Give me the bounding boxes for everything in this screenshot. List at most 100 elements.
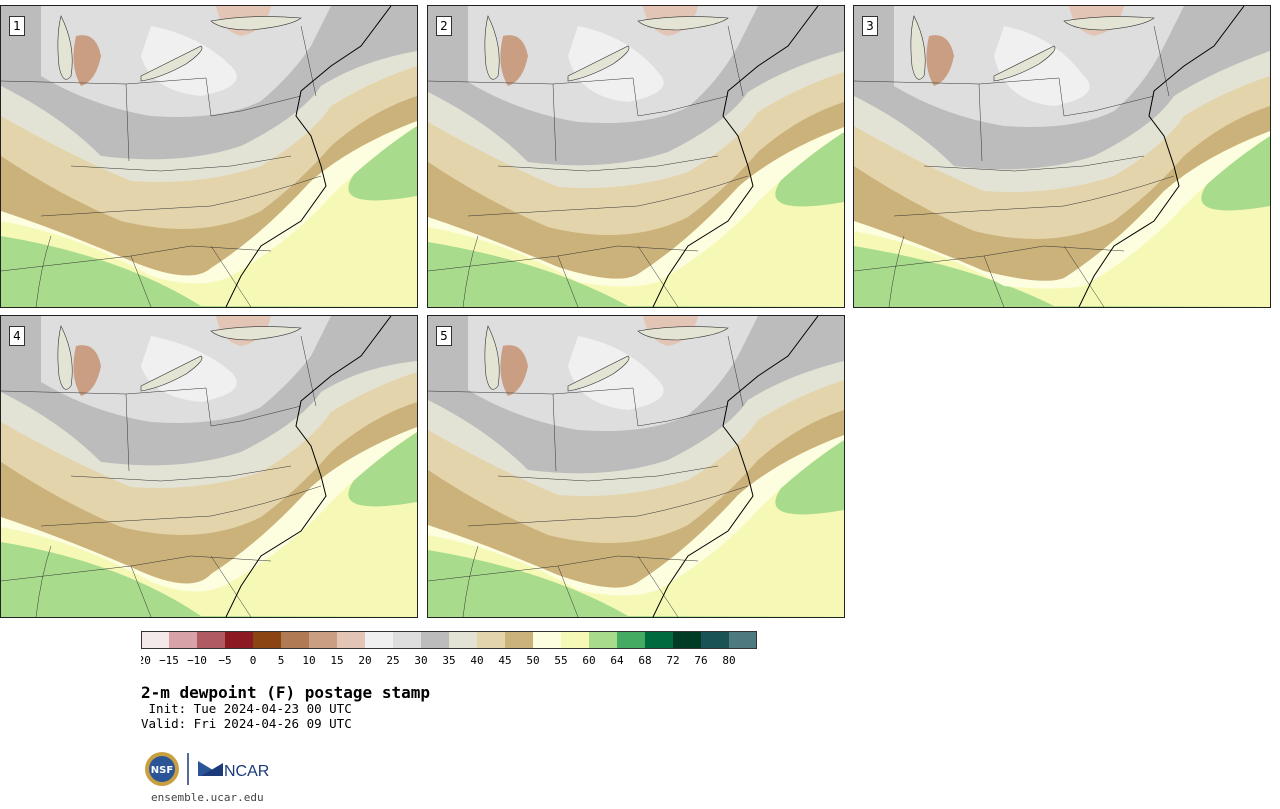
colorbar-bin (141, 631, 169, 649)
colorbar-bin (421, 631, 449, 649)
state-boundary (497, 465, 719, 482)
member-number-badge: 5 (436, 326, 452, 346)
colorbar-bin (253, 631, 281, 649)
colorbar-tick-label: 15 (330, 654, 343, 667)
colorbar-bin (337, 631, 365, 649)
ensemble-member-map-2: 2 (427, 5, 845, 308)
colorbar-tick-label: 45 (498, 654, 511, 667)
state-boundary (40, 485, 322, 527)
colorbar-tick-label: 0 (250, 654, 257, 667)
colorbar-bin (533, 631, 561, 649)
state-boundary (40, 175, 322, 217)
coastline (652, 6, 819, 307)
lake-ontario (210, 326, 302, 341)
state-boundary (893, 175, 1175, 217)
colorbar-bin (617, 631, 645, 649)
colorbar-tick-label: 5 (278, 654, 285, 667)
lake-michigan (484, 15, 500, 80)
lake-erie (140, 355, 203, 392)
colorbar-tick-label: 20 (358, 654, 371, 667)
state-boundary (1058, 77, 1155, 117)
member-number-badge: 4 (9, 326, 25, 346)
ensemble-member-map-3: 3 (853, 5, 1271, 308)
state-boundary (923, 155, 1145, 172)
dewpoint-map (428, 316, 844, 617)
colorbar-tick-label: −15 (159, 654, 179, 667)
dewpoint-colorbar: −20 −15 −10 −5 0 5 10 15 20 25 30 35 40 45 50 55 60 64 68 7… (141, 631, 757, 667)
lake-erie (993, 45, 1056, 82)
state-boundary (467, 485, 749, 527)
sponsor-logos: NSF NCAR (145, 752, 269, 786)
state-boundary (130, 255, 152, 307)
state-boundary (462, 545, 479, 617)
state-boundary (1, 245, 272, 272)
colorbar-bin (281, 631, 309, 649)
colorbar-bin (449, 631, 477, 649)
state-boundary (854, 245, 1125, 272)
ensemble-member-map-5: 5 (427, 315, 845, 618)
state-boundary (35, 235, 52, 307)
dry-pocket (926, 35, 954, 86)
init-time: Init: Tue 2024-04-23 00 UTC (141, 701, 352, 716)
state-boundary (428, 555, 699, 582)
state-boundary (632, 387, 729, 427)
colorbar-tick-label: −20 (141, 654, 151, 667)
state-boundary (552, 83, 557, 162)
colorbar-tick-label: 68 (638, 654, 651, 667)
dry-pocket (500, 35, 528, 86)
coastline (225, 316, 392, 617)
colorbar-bin (701, 631, 729, 649)
state-boundary (210, 245, 252, 307)
lake-erie (567, 45, 630, 82)
lake-michigan (910, 15, 926, 80)
state-boundary (210, 555, 252, 617)
colorbar-bin (589, 631, 617, 649)
colorbar-tick-label: 25 (386, 654, 399, 667)
ensemble-member-map-1: 1 (0, 5, 418, 308)
member-number-badge: 1 (9, 16, 25, 36)
lake-michigan (57, 325, 73, 390)
coastline (225, 6, 392, 307)
lake-michigan (57, 15, 73, 80)
colorbar-bin (729, 631, 757, 649)
dewpoint-map (428, 6, 844, 307)
colorbar-bin (673, 631, 701, 649)
colorbar-bin (309, 631, 337, 649)
ncar-logo-icon: NCAR (198, 761, 269, 780)
colorbar-tick-label: 64 (610, 654, 624, 667)
lake-michigan (484, 325, 500, 390)
colorbar-frame (141, 631, 757, 649)
state-boundary (1063, 245, 1105, 307)
dewpoint-map (1, 6, 417, 307)
state-boundary (35, 545, 52, 617)
state-boundary (632, 77, 729, 117)
state-boundary (978, 83, 983, 162)
band-20 (994, 26, 1090, 106)
state-boundary (888, 235, 905, 307)
state-boundary (300, 335, 317, 407)
state-boundary (70, 155, 292, 172)
colorbar-bin (477, 631, 505, 649)
colorbar-bin (365, 631, 393, 649)
coastline (652, 316, 819, 617)
colorbar-bin (169, 631, 197, 649)
svg-text:NCAR: NCAR (224, 763, 269, 780)
dry-pocket (500, 345, 528, 396)
colorbar-tick-label: 55 (554, 654, 567, 667)
lake-erie (567, 355, 630, 392)
lake-ontario (637, 16, 729, 31)
website-url: ensemble.ucar.edu (151, 791, 264, 804)
member-number-badge: 2 (436, 16, 452, 36)
band-20 (568, 26, 664, 102)
state-boundary (557, 255, 579, 307)
lake-ontario (637, 326, 729, 341)
state-boundary (637, 555, 679, 617)
state-boundary (205, 387, 302, 427)
dry-pocket (73, 345, 101, 396)
colorbar-tick-label: 30 (414, 654, 427, 667)
state-boundary (428, 245, 699, 272)
member-number-badge: 3 (862, 16, 878, 36)
colorbar-tick-label: 76 (694, 654, 707, 667)
lake-erie (140, 45, 203, 82)
state-boundary (552, 393, 557, 472)
